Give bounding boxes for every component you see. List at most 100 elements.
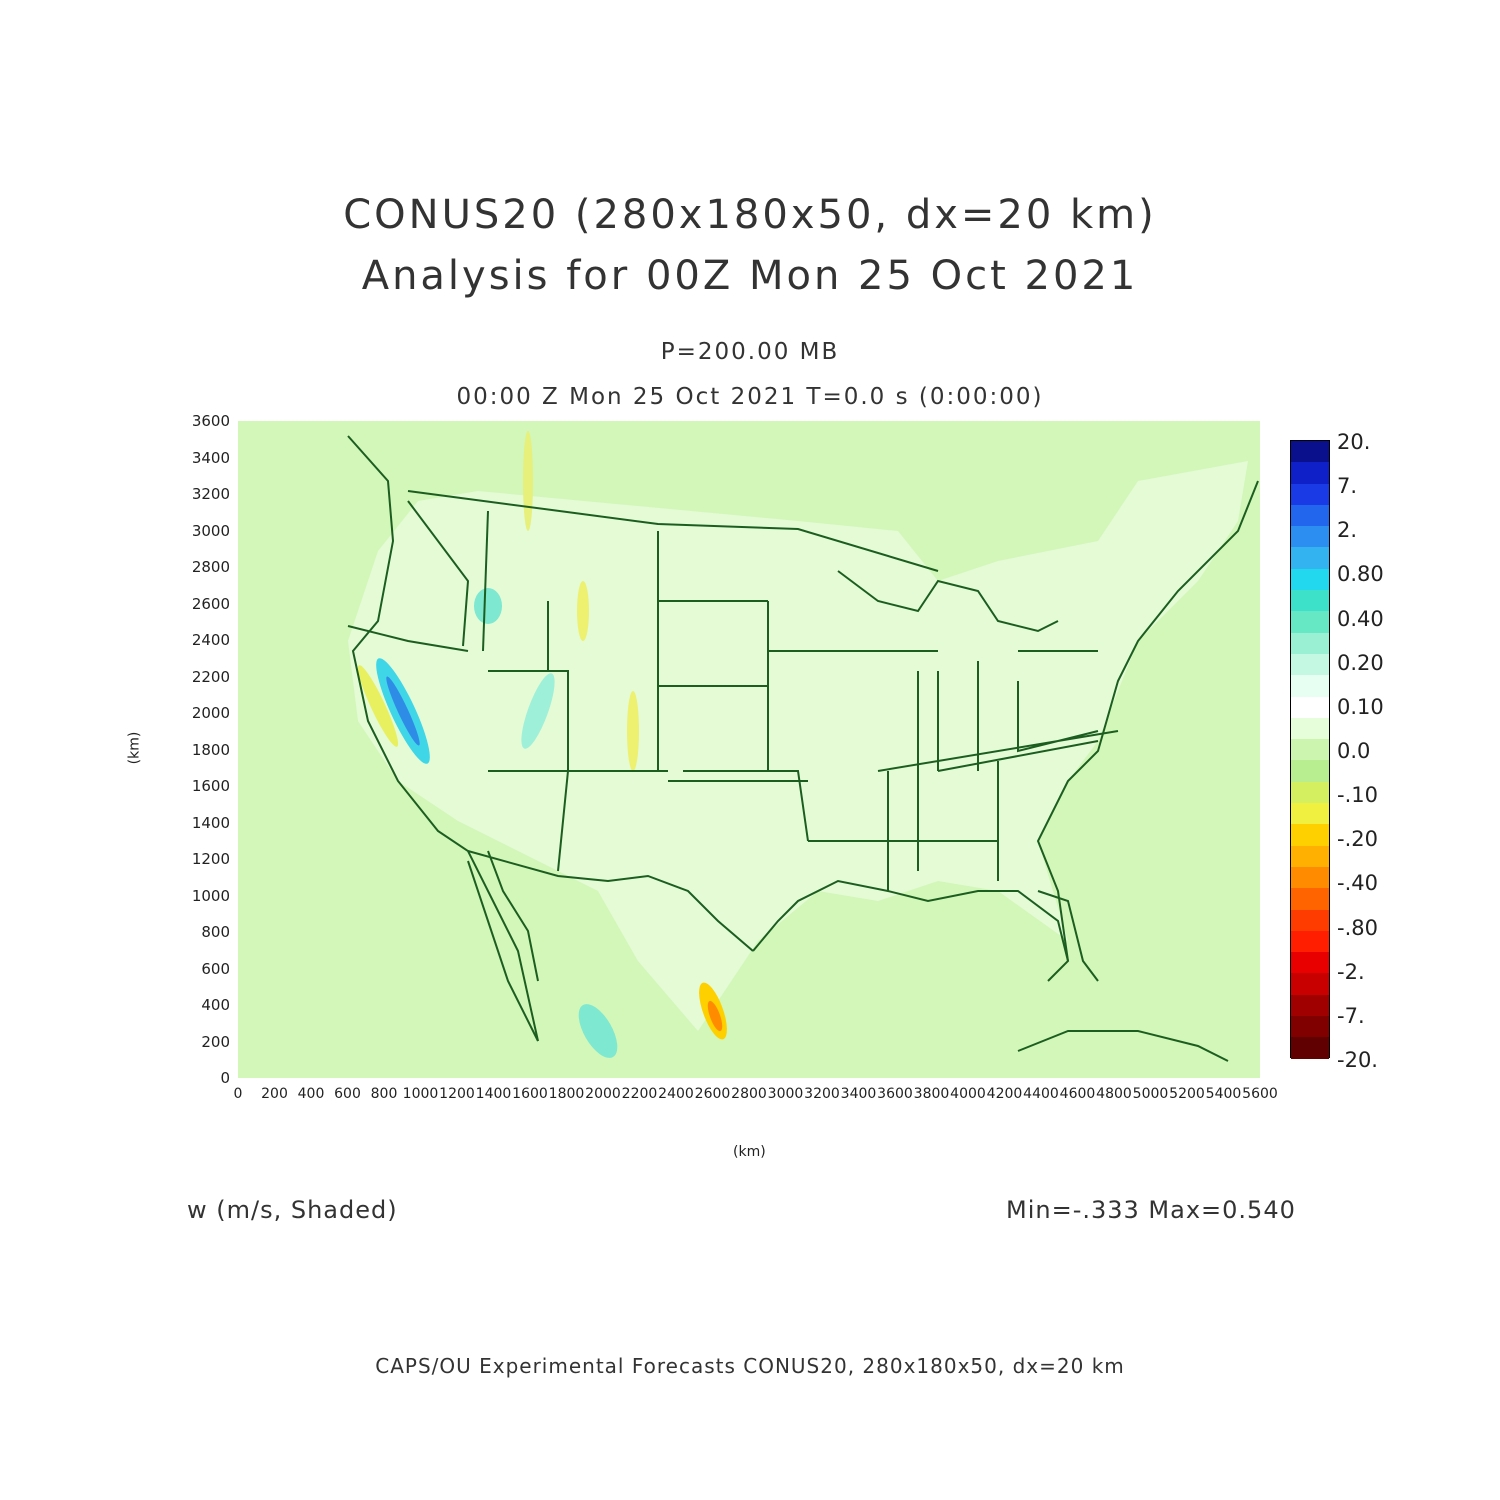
state-lines-central [668,601,999,891]
x-tick-label: 0 [233,1086,243,1102]
florida [1037,890,1099,982]
footer-credit: CAPS/OU Experimental Forecasts CONUS20, … [375,1354,1125,1378]
colorbar-swatch [1291,994,1329,1017]
downdraft-mexico-orange [707,1000,723,1032]
colorbar-swatch [1291,568,1329,591]
x-tick-label: 2400 [658,1086,694,1102]
colorbar-swatch [1291,909,1329,931]
y-tick-label: 2800 [191,558,230,576]
state-lines-east [877,650,1119,772]
colorbar-swatch [1291,803,1329,825]
cuba [1017,1030,1229,1062]
y-axis-unit: (km) [126,731,143,765]
y-tick-label: 1600 [191,777,230,795]
great-lakes [837,570,1059,633]
x-tick-label: 2000 [585,1086,621,1102]
x-tick-label: 3600 [877,1086,913,1102]
colorbar-label: 20. [1337,430,1371,454]
colorbar-label: 2. [1337,518,1358,543]
cyan-mexico [578,1004,618,1058]
y-tick-label: 200 [201,1032,230,1051]
x-tick-label: 1200 [439,1086,475,1102]
colorbar-label: -.80 [1337,915,1378,940]
coastline-west [347,435,539,1042]
downdraft-yellow-sierra [357,665,399,747]
colorbar-swatch [1291,824,1329,846]
x-tick-label: 1800 [548,1086,585,1102]
valid-time-label: 00:00 Z Mon 25 Oct 2021 T=0.0 s (0:00:00… [456,384,1044,410]
baja-peninsula [467,850,539,1042]
colorbar-label: 7. [1337,474,1358,499]
colorbar-label: -.40 [1337,871,1378,896]
pressure-level-label: P=200.00 MB [660,339,840,365]
colorbar-swatch [1291,675,1329,697]
y-tick-label: 3200 [191,485,230,503]
colorbar-swatch [1291,611,1329,633]
colorbar-label: 0.0 [1337,739,1371,763]
x-axis-unit: (km) [733,1144,766,1160]
colorbar-label: 0.40 [1337,606,1384,631]
colorbar-swatch [1291,441,1329,463]
colorbar-swatch [1291,590,1329,612]
updraft-blue-core [386,676,420,746]
x-tick-label: 5600 [1242,1086,1278,1102]
y-tick-label: 2000 [191,704,230,722]
x-tick-label: 600 [334,1086,361,1102]
colorbar-swatch [1291,1016,1329,1038]
colorbar-swatch [1291,483,1329,505]
colorbar-swatch [1291,845,1329,867]
x-tick-label: 800 [370,1086,398,1102]
yellow-montana [523,431,533,531]
field-min-max: Min=-.333 Max=0.540 [1006,1196,1296,1224]
colorbar-swatch [1291,952,1329,974]
yellow-colorado [627,691,639,771]
colorbar-label: -.10 [1337,783,1378,808]
y-tick-label: 600 [201,959,230,978]
x-tick-label: 2600 [694,1086,731,1102]
field-name: w (m/s, Shaded) [187,1196,398,1224]
colorbar-label: 0.10 [1337,694,1384,719]
y-tick-label: 3000 [191,521,230,540]
colorbar [1290,440,1330,1059]
colorbar-label: 0.20 [1337,650,1384,675]
x-tick-label: 2200 [621,1086,658,1102]
y-tick-label: 1400 [191,813,230,832]
colorbar-swatch [1291,973,1329,995]
colorbar-label: -7. [1337,1003,1365,1028]
y-tick-label: 1000 [191,886,230,905]
x-tick-label: 4800 [1096,1086,1132,1102]
x-tick-label: 4200 [986,1086,1023,1102]
colorbar-swatch [1291,653,1329,676]
coastline-east [1036,480,1259,962]
x-tick-label: 5200 [1169,1086,1205,1102]
colorbar-swatch [1291,462,1329,484]
y-tick-label: 2600 [191,594,230,613]
x-tick-label: 3800 [913,1086,950,1102]
x-tick-label: 4400 [1023,1086,1059,1102]
title-line-2: Analysis for 00Z Mon 25 Oct 2021 [361,253,1139,299]
map-plot [238,421,1260,1078]
colorbar-label: -20. [1337,1048,1378,1072]
y-tick-label: 1800 [191,740,230,759]
state-lines-west [347,500,768,872]
colorbar-label: -.20 [1337,827,1378,852]
colorbar-swatch [1291,526,1329,548]
y-tick-label: 2200 [191,667,230,686]
colorbar-swatch [1291,504,1329,527]
colorbar-swatch [1291,930,1329,953]
x-tick-label: 4000 [950,1086,986,1102]
x-tick-label: 200 [261,1086,288,1102]
y-tick-label: 1200 [191,850,230,868]
y-tick-label: 3600 [191,412,230,430]
x-tick-label: 2800 [731,1086,767,1102]
cyan-utah [521,673,555,749]
colorbar-swatch [1291,632,1329,654]
colorbar-swatch [1291,739,1329,761]
colorbar-swatch [1291,547,1329,569]
colorbar-swatch [1291,717,1329,740]
x-tick-label: 4600 [1059,1086,1096,1102]
x-tick-label: 3000 [767,1086,804,1102]
colorbar-label: -2. [1337,959,1365,984]
border-mexico [467,850,754,952]
y-tick-label: 400 [201,996,230,1014]
